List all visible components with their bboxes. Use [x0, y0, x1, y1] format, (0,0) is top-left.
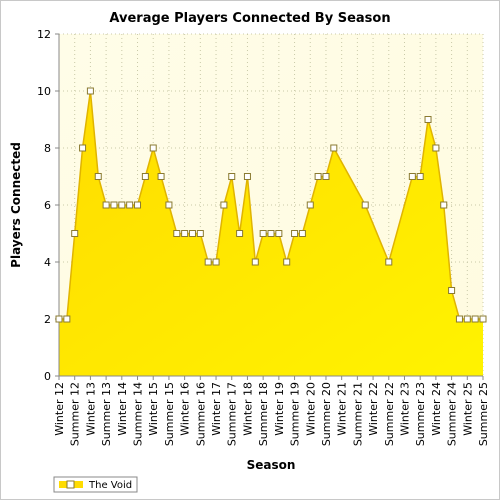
x-tick-label: Winter 23: [398, 382, 411, 436]
x-tick-label: Winter 17: [210, 382, 223, 436]
data-point-marker: [306, 201, 314, 209]
x-tick-label: Summer 23: [414, 382, 427, 446]
data-point-marker: [149, 144, 157, 152]
data-point-marker: [385, 258, 393, 266]
y-tick-label: 2: [44, 313, 51, 326]
data-point-marker: [165, 201, 173, 209]
data-point-marker: [463, 315, 471, 323]
x-tick-label: Winter 24: [430, 382, 443, 436]
data-point-marker: [110, 201, 118, 209]
y-axis-title: Players Connected: [9, 142, 23, 268]
x-tick-label: Summer 19: [289, 382, 302, 446]
data-point-marker: [330, 144, 338, 152]
x-tick-label: Summer 25: [477, 382, 490, 446]
data-point-marker: [275, 230, 283, 237]
x-tick-label: Winter 14: [116, 382, 129, 436]
data-point-marker: [181, 230, 189, 237]
x-tick-label: Summer 20: [320, 382, 333, 446]
data-point-marker: [188, 230, 196, 237]
data-point-marker: [361, 201, 369, 209]
data-point-marker: [440, 201, 448, 209]
x-axis-title: Season: [247, 458, 296, 472]
x-tick-label: Winter 21: [336, 382, 349, 436]
data-point-marker: [408, 173, 416, 180]
x-tick-labels: Winter 12 Summer 12 Winter 13 Summer 13 Wint…: [53, 376, 490, 446]
x-tick-label: Winter 18: [241, 382, 254, 436]
x-tick-label: Summer 22: [383, 382, 396, 446]
y-tick-label: 12: [37, 28, 51, 41]
x-tick-label: Winter 20: [304, 382, 317, 436]
x-tick-label: Winter 15: [147, 382, 160, 436]
legend-box: [53, 476, 138, 493]
data-point-marker: [212, 258, 220, 266]
y-tick-label: 10: [37, 85, 51, 98]
x-tick-label: Winter 13: [84, 382, 97, 436]
x-tick-label: Summer 14: [132, 382, 145, 446]
data-point-marker: [118, 201, 126, 209]
data-point-marker: [432, 144, 440, 152]
data-point-marker: [173, 230, 181, 237]
x-tick-label: Winter 25: [461, 382, 474, 436]
y-tick-labels: 0 2 4 6 8 10 12: [37, 28, 59, 383]
y-tick-label: 6: [44, 199, 51, 212]
data-point-marker: [267, 230, 275, 237]
data-point-marker: [322, 173, 330, 180]
x-tick-label: Summer 18: [257, 382, 270, 446]
data-point-marker: [141, 173, 149, 180]
data-point-marker: [479, 315, 487, 323]
x-tick-label: Summer 12: [69, 382, 82, 446]
data-point-marker: [448, 287, 456, 294]
legend-marker: [66, 480, 75, 489]
y-tick-label: 8: [44, 142, 51, 155]
x-tick-label: Summer 15: [163, 382, 176, 446]
data-point-marker: [204, 258, 212, 266]
data-point-marker: [455, 315, 463, 323]
data-point-marker: [236, 230, 244, 237]
x-tick-label: Winter 22: [367, 382, 380, 436]
data-point-marker: [71, 230, 79, 237]
data-point-marker: [416, 173, 424, 180]
data-point-marker: [126, 201, 134, 209]
x-tick-label: Summer 13: [100, 382, 113, 446]
data-point-marker: [63, 315, 71, 323]
x-tick-label: Summer 24: [446, 382, 459, 446]
data-point-marker: [243, 173, 251, 180]
x-tick-label: Winter 16: [179, 382, 192, 436]
chart-title: Average Players Connected By Season: [109, 11, 390, 26]
data-point-marker: [79, 144, 87, 152]
data-point-marker: [86, 87, 94, 95]
data-point-marker: [259, 230, 267, 237]
data-point-marker: [157, 173, 165, 180]
data-point-marker: [424, 116, 432, 123]
data-point-marker: [314, 173, 322, 180]
x-tick-label: Summer 16: [194, 382, 207, 446]
data-point-marker: [283, 258, 291, 266]
data-point-marker: [102, 201, 110, 209]
y-tick-label: 4: [44, 256, 51, 269]
data-markers: [55, 87, 487, 323]
data-point-marker: [228, 173, 236, 180]
legend-label: The Void: [88, 480, 132, 491]
x-tick-label: Summer 21: [351, 382, 364, 446]
data-point-marker: [471, 315, 479, 323]
x-tick-label: Winter 12: [53, 382, 66, 436]
data-point-marker: [134, 201, 142, 209]
data-point-marker: [298, 230, 306, 237]
data-point-marker: [196, 230, 204, 237]
x-tick-label: Winter 19: [273, 382, 286, 436]
y-tick-label: 0: [44, 370, 51, 383]
data-point-marker: [251, 258, 259, 266]
legend: The Void: [53, 476, 138, 493]
x-tick-label: Summer 17: [226, 382, 239, 446]
data-point-marker: [220, 201, 228, 209]
data-point-marker: [55, 315, 63, 323]
data-point-marker: [94, 173, 102, 180]
data-point-marker: [291, 230, 299, 237]
